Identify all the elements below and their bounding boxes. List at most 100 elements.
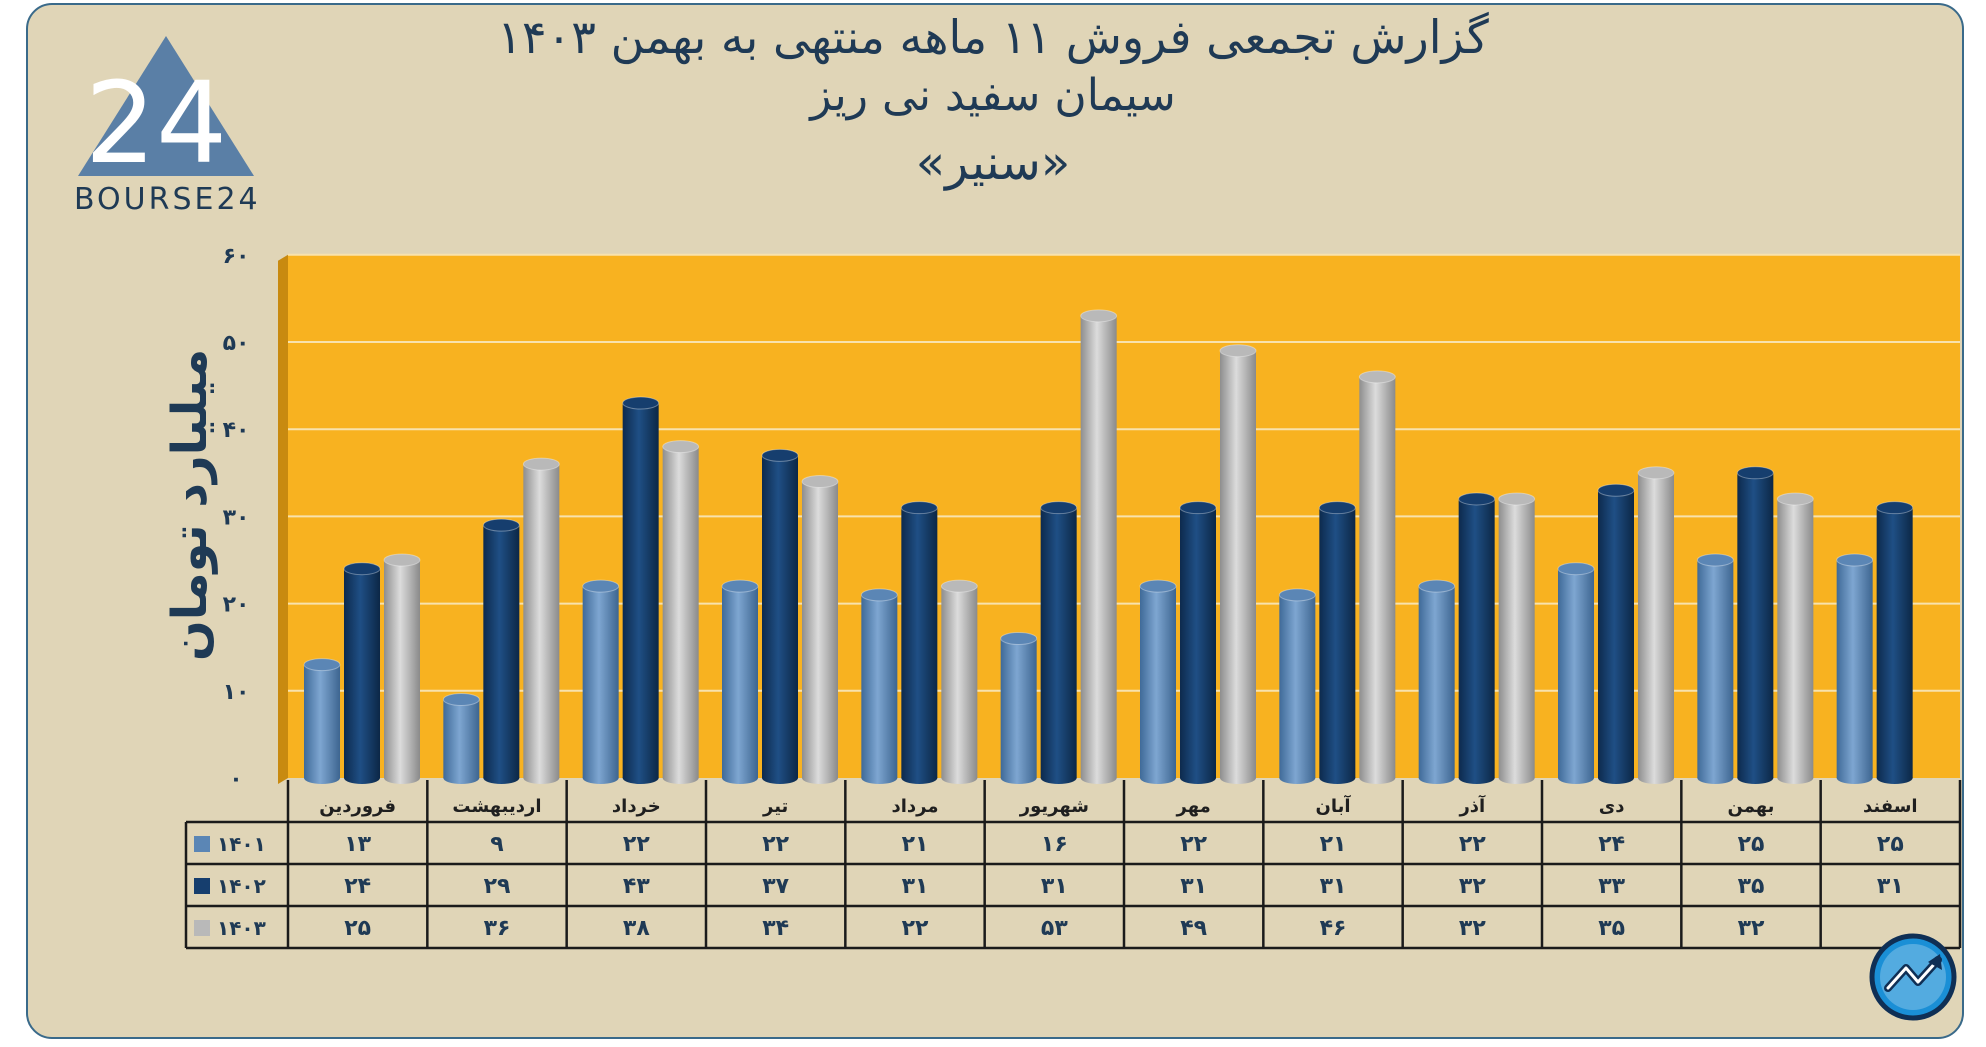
table-cell-value: ۲۲ <box>1180 832 1207 857</box>
bar-base <box>1180 772 1216 784</box>
bar <box>1836 560 1873 778</box>
x-tick-label: بهمن <box>1728 796 1775 817</box>
bar-base <box>622 772 659 784</box>
data-table: فروردین اردیبهشت خرداد تیر مرداد شهریور مهر آبا… <box>184 780 1962 950</box>
bar-top <box>1139 579 1177 593</box>
table-cell-value: ۲۵ <box>1877 832 1904 857</box>
bar-top <box>900 501 938 515</box>
bar-top <box>940 579 978 593</box>
table-cell-value: ۳۴ <box>762 916 789 941</box>
table-cell-value: ۲۹ <box>484 874 511 899</box>
bar-base <box>304 772 340 784</box>
bar <box>523 464 560 778</box>
bar <box>1876 507 1913 778</box>
logo-text: BOURSE24 <box>74 182 261 217</box>
bar-top <box>1776 492 1814 506</box>
bar-top <box>622 396 660 410</box>
bar-top <box>343 562 381 576</box>
bar-top <box>482 518 520 532</box>
x-tick-label: اردیبهشت <box>452 796 541 817</box>
y-tick-label: ۰ <box>229 767 242 792</box>
bar-top <box>1080 309 1118 323</box>
bar-top <box>1358 370 1396 384</box>
bar-top <box>1278 588 1316 602</box>
table-cell-value: ۲۵ <box>344 916 371 941</box>
bar-base <box>1498 772 1535 784</box>
bar-base <box>1737 772 1774 784</box>
bar-top <box>721 579 759 593</box>
bar-base <box>861 772 898 784</box>
x-tick-label: خرداد <box>612 796 661 817</box>
bar-base <box>582 772 619 784</box>
table-cell-value: ۳۵ <box>1738 874 1765 899</box>
table-cell-value: ۳۲ <box>1738 916 1765 941</box>
table-cell-value: ۲۴ <box>344 874 371 899</box>
bar <box>662 446 699 778</box>
bar-top <box>1000 631 1038 645</box>
table-cell-value: ۳۸ <box>623 916 650 941</box>
bar-top <box>1418 579 1456 593</box>
bar-top <box>761 448 799 462</box>
x-tick-label: شهریور <box>1019 796 1089 817</box>
y-tick-label: ۴۰ <box>223 418 250 443</box>
bar <box>861 594 898 778</box>
bar-top <box>1040 501 1078 515</box>
bar-base <box>722 772 758 784</box>
chart-title: گزارش تجمعی فروش ۱۱ ماهه منتهی به بهمن ۱… <box>497 10 1489 64</box>
bar <box>1777 498 1814 778</box>
bar <box>1000 638 1037 778</box>
bar <box>443 699 480 778</box>
bar <box>1598 490 1634 778</box>
bar <box>722 586 758 778</box>
bars <box>303 309 1914 784</box>
bar-base <box>1458 772 1495 784</box>
bar <box>344 568 380 778</box>
x-tick-label: فروردین <box>319 796 396 817</box>
bar <box>1319 507 1356 778</box>
bar-base <box>1697 772 1734 784</box>
bar <box>304 664 340 778</box>
x-tick-label: مرداد <box>892 796 939 817</box>
legend-swatch <box>194 836 210 852</box>
legend-label: ۱۴۰۲ <box>217 874 266 898</box>
bar <box>582 586 619 778</box>
bar-top <box>1498 492 1536 506</box>
table-cell-value: ۳۱ <box>902 874 929 899</box>
bar-top <box>1876 501 1914 515</box>
table-cell-value: ۳۱ <box>1877 874 1904 899</box>
table-cell-value: ۱۶ <box>1041 832 1068 857</box>
table-cell-value: ۳۷ <box>762 874 789 899</box>
table-cell-value: ۳۱ <box>1180 874 1207 899</box>
bar-base <box>523 772 560 784</box>
bar-base <box>1418 772 1455 784</box>
legend-swatch <box>194 920 210 936</box>
chart-symbol: «سنیر» <box>915 135 1071 191</box>
y-tick-label: ۱۰ <box>223 680 250 705</box>
table-cell-value: ۳۵ <box>1598 916 1625 941</box>
legend-label: ۱۴۰۳ <box>217 916 266 940</box>
bar <box>483 525 520 778</box>
x-tick-label: مهر <box>1176 796 1211 817</box>
table-cell-value: ۵۳ <box>1041 916 1068 941</box>
bar-base <box>344 772 380 784</box>
x-tick-label: آذر <box>1458 794 1486 817</box>
bar-base <box>901 772 938 784</box>
bar <box>1040 507 1077 778</box>
bar-base <box>1638 772 1674 784</box>
bar-top <box>1637 466 1675 480</box>
bar-base <box>1040 772 1077 784</box>
bar-base <box>1558 772 1594 784</box>
bar-base <box>483 772 520 784</box>
grid-lines <box>288 253 1960 692</box>
x-tick-label: تیر <box>762 796 788 817</box>
bar-base <box>1140 772 1176 784</box>
bar-base <box>384 772 420 784</box>
bar-base <box>1000 772 1037 784</box>
bar-base <box>1598 772 1634 784</box>
bar <box>1638 472 1674 778</box>
chart-subtitle: سیمان سفید نی ریز <box>810 70 1176 121</box>
bar-top <box>860 588 898 602</box>
bar <box>1697 560 1734 778</box>
table-cell-value: ۹ <box>490 832 503 857</box>
